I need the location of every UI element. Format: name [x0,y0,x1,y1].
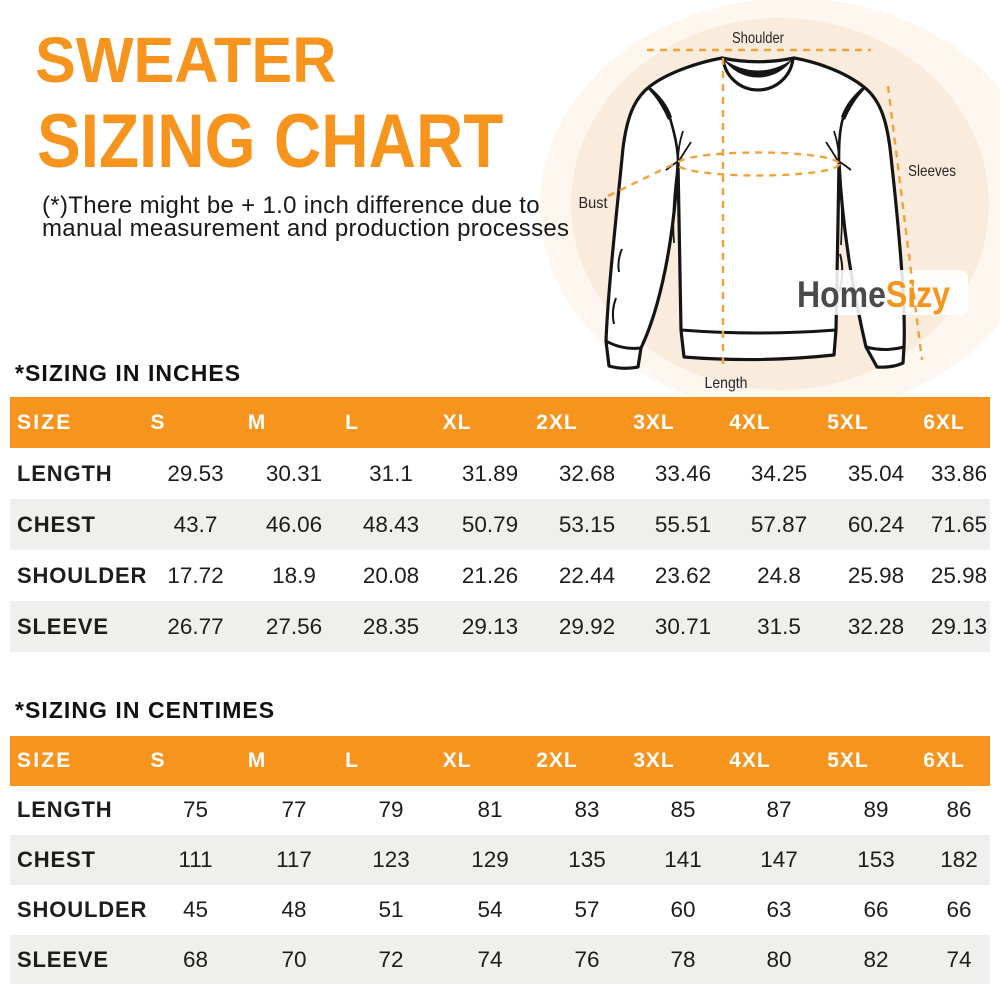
svg-text:HomeSizy: HomeSizy [797,275,951,316]
svg-text:Shoulder: Shoulder [732,30,785,47]
svg-text:Sleeves: Sleeves [908,163,956,180]
svg-text:Bust: Bust [579,195,609,212]
svg-text:Length: Length [705,375,748,392]
